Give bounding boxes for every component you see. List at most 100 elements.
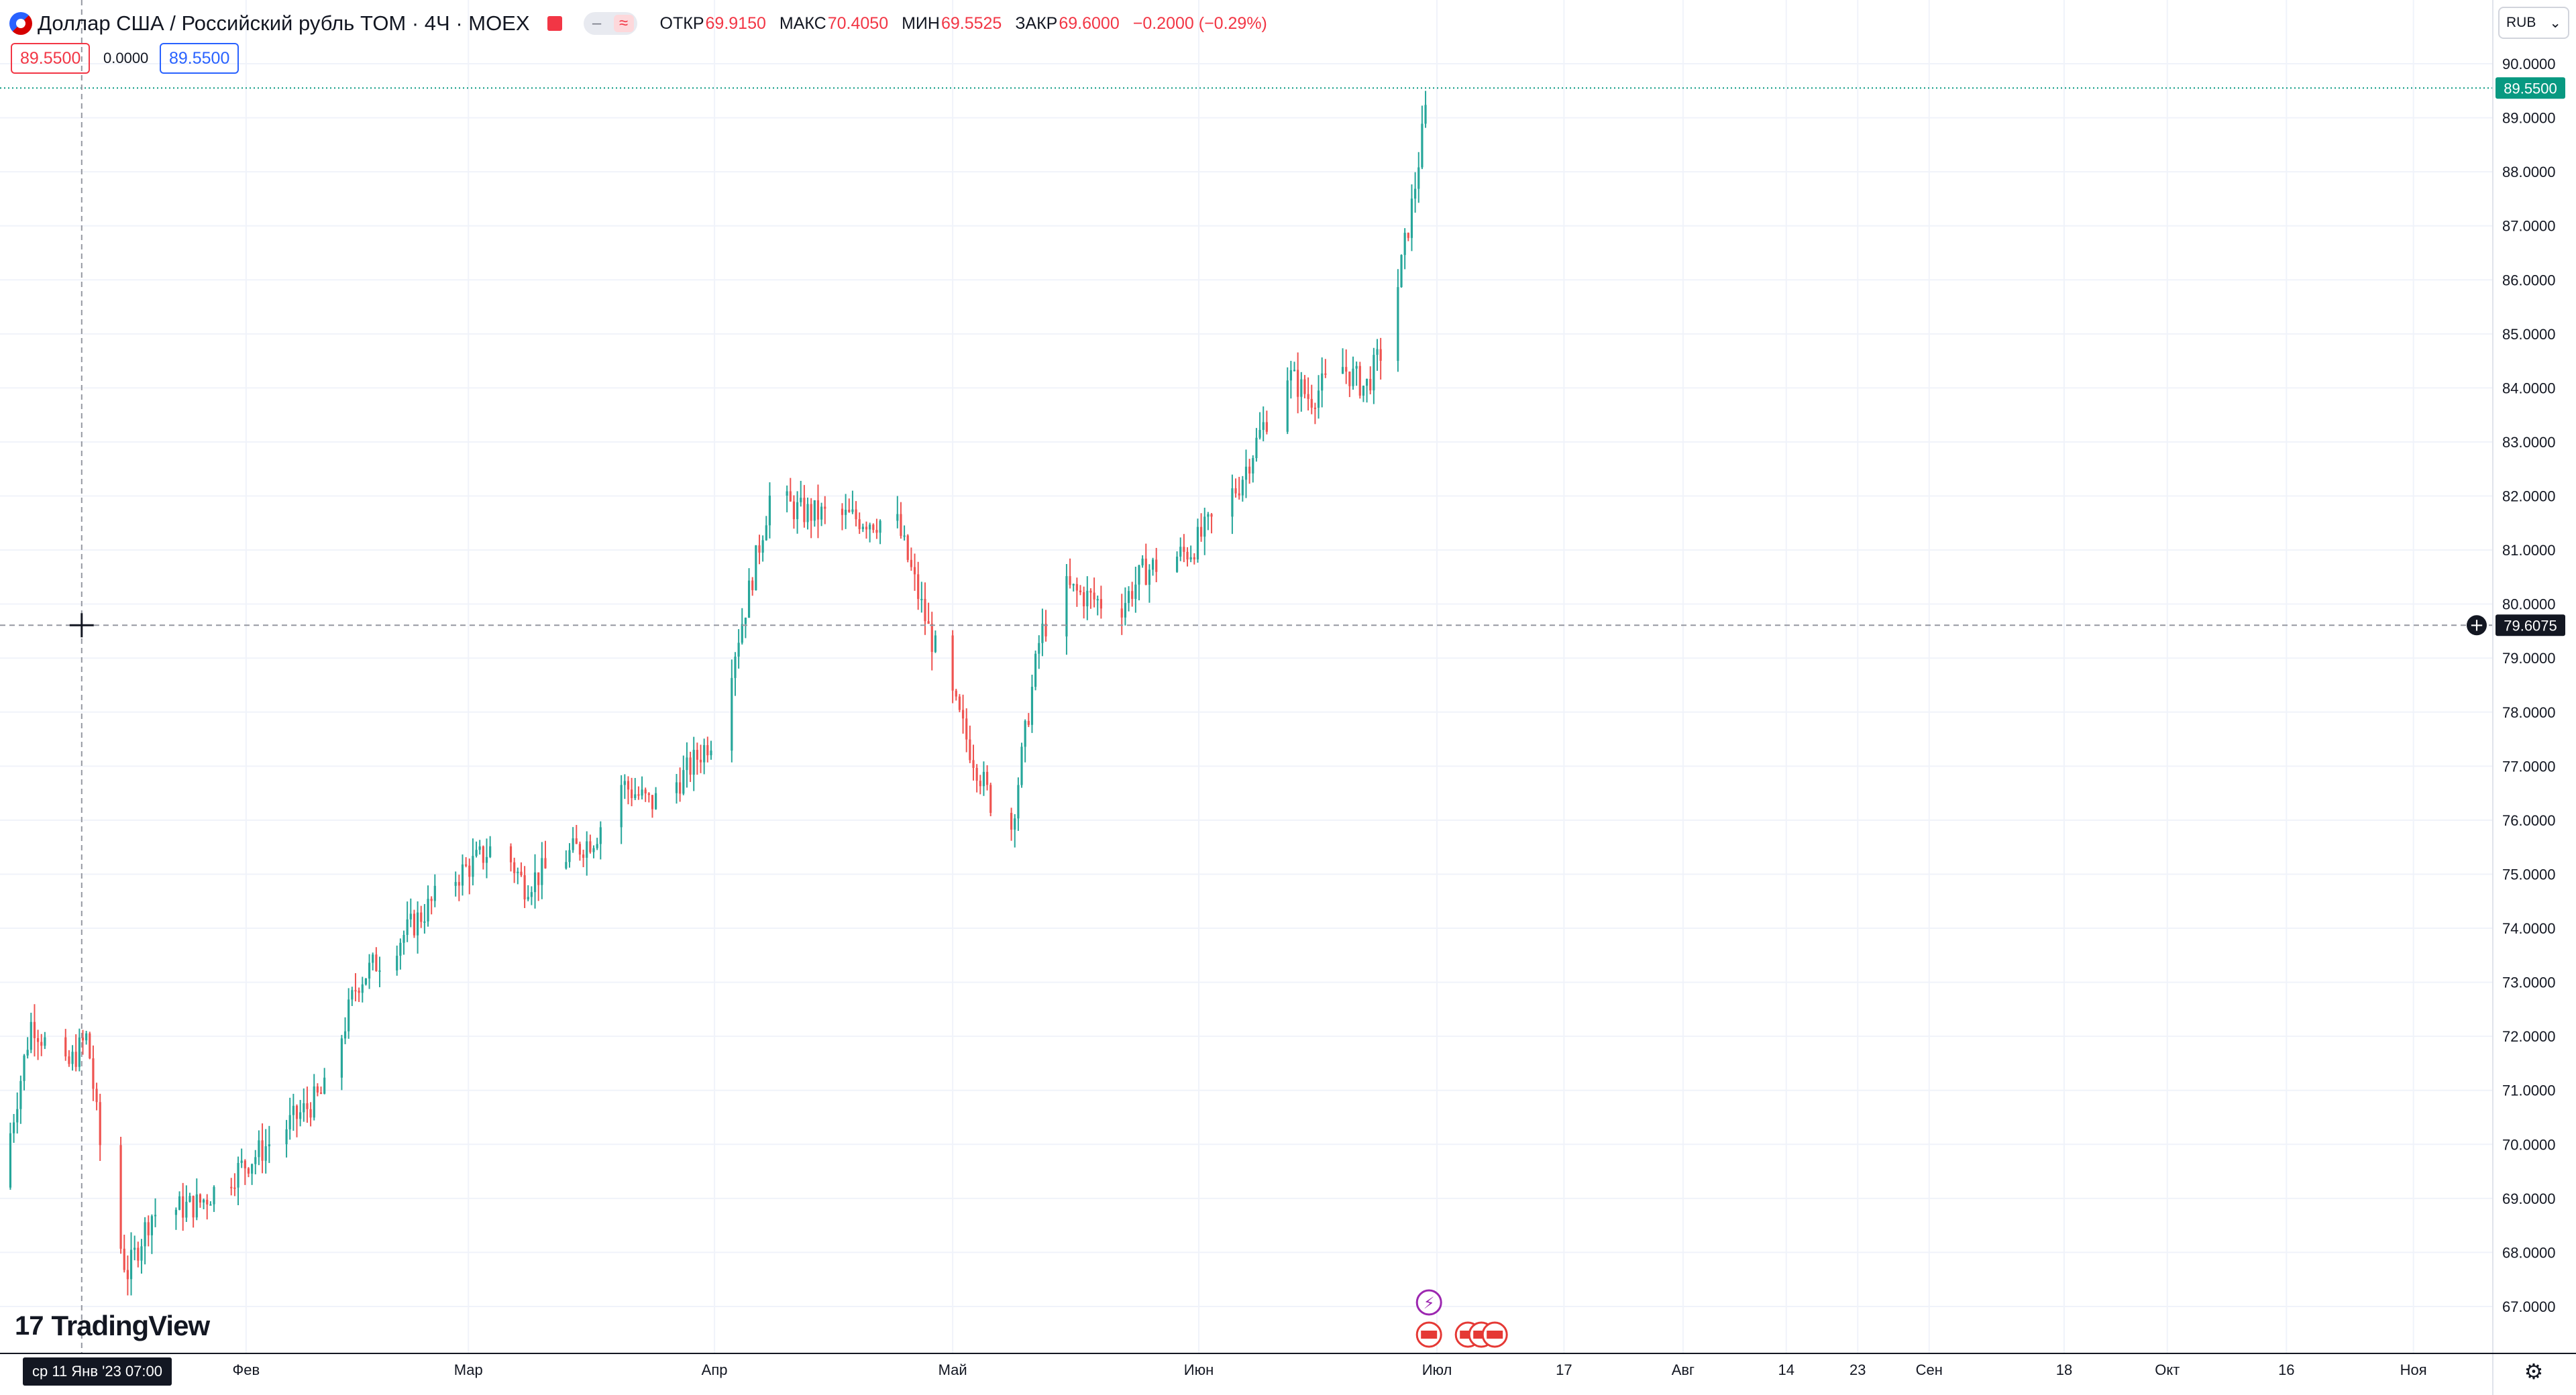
x-tick-label: Ноя bbox=[2400, 1361, 2427, 1378]
candle-body bbox=[841, 508, 844, 515]
candle-body bbox=[699, 759, 702, 763]
sell-button[interactable]: 89.5500 bbox=[11, 43, 91, 74]
lightning-event-glyph: ⚡ bbox=[1424, 1294, 1435, 1313]
candle-body bbox=[765, 525, 767, 541]
candle-body bbox=[647, 793, 650, 795]
gear-icon[interactable]: ⚙ bbox=[2524, 1359, 2544, 1384]
candle-body bbox=[679, 782, 682, 794]
y-tick-label: 80.0000 bbox=[2502, 596, 2556, 613]
candle-body bbox=[865, 526, 868, 530]
candle-body bbox=[16, 1109, 19, 1123]
candle-body bbox=[423, 921, 426, 923]
candle-body bbox=[806, 504, 809, 522]
candle-body bbox=[848, 510, 851, 512]
candle-body bbox=[368, 962, 371, 979]
candle-body bbox=[399, 942, 402, 956]
y-tick-label: 68.0000 bbox=[2502, 1244, 2556, 1261]
candle-body bbox=[347, 999, 350, 1031]
candle-body bbox=[644, 789, 647, 794]
dash-icon[interactable]: – bbox=[592, 14, 602, 32]
candle-body bbox=[961, 710, 965, 719]
candle-body bbox=[299, 1112, 302, 1119]
candle-body bbox=[1255, 437, 1258, 459]
candle-body bbox=[1321, 373, 1324, 391]
candle-body bbox=[1124, 603, 1126, 618]
candle-body bbox=[1148, 569, 1151, 585]
candle-body bbox=[969, 739, 971, 761]
candle-body bbox=[258, 1140, 260, 1158]
candle-body bbox=[824, 506, 826, 509]
candle-body bbox=[1079, 590, 1082, 593]
y-tick-label: 89.0000 bbox=[2502, 110, 2556, 127]
candle-body bbox=[513, 862, 516, 873]
candle-body bbox=[420, 912, 423, 922]
y-tick-label: 72.0000 bbox=[2502, 1028, 2556, 1045]
candle-body bbox=[913, 567, 916, 575]
indicator-toggle[interactable]: – ≈ bbox=[583, 12, 637, 35]
candle-body bbox=[202, 1199, 205, 1203]
candle-body bbox=[599, 827, 602, 844]
candle-body bbox=[9, 1133, 12, 1188]
candle-body bbox=[816, 500, 820, 520]
candle-body bbox=[306, 1103, 309, 1109]
candle-body bbox=[340, 1038, 343, 1078]
candle-body bbox=[351, 990, 354, 1000]
candle-body bbox=[1034, 653, 1037, 687]
candle-body bbox=[251, 1164, 254, 1174]
candle-body bbox=[233, 1187, 236, 1189]
candle-body bbox=[123, 1248, 125, 1270]
x-tick-label: Авг bbox=[1672, 1361, 1695, 1378]
candle-body bbox=[972, 760, 975, 768]
y-tick-label: 70.0000 bbox=[2502, 1136, 2556, 1153]
x-tick-label: 23 bbox=[1849, 1361, 1866, 1378]
symbol-title[interactable]: Доллар США / Российский рубль TOM · 4Ч ·… bbox=[38, 11, 530, 35]
candle-body bbox=[751, 580, 754, 590]
candle-body bbox=[1189, 557, 1192, 560]
us-flag-icon bbox=[1487, 1331, 1503, 1339]
candle-body bbox=[182, 1196, 184, 1218]
candle-body bbox=[81, 1037, 85, 1041]
tradingview-logo[interactable]: 17 TradingView bbox=[15, 1309, 210, 1343]
candle-body bbox=[1348, 372, 1351, 386]
candle-body bbox=[1183, 547, 1185, 552]
candle-body bbox=[1065, 576, 1068, 636]
candle-body bbox=[1200, 526, 1203, 537]
candle-body bbox=[354, 990, 357, 992]
candle-body bbox=[254, 1157, 257, 1164]
buy-button[interactable]: 89.5500 bbox=[160, 43, 239, 74]
candle-body bbox=[1089, 590, 1092, 593]
candle-body bbox=[858, 519, 861, 530]
candle-body bbox=[582, 854, 585, 858]
candle-body bbox=[930, 624, 933, 653]
tradingview-logo-icon: 17 bbox=[15, 1310, 44, 1341]
candle-body bbox=[1410, 199, 1413, 238]
candle-body bbox=[1293, 370, 1296, 372]
candle-body bbox=[527, 897, 529, 900]
candle-body bbox=[692, 750, 695, 775]
candle-body bbox=[965, 718, 968, 740]
candle-body bbox=[478, 846, 481, 850]
y-tick-label: 76.0000 bbox=[2502, 812, 2556, 829]
candle-body bbox=[1297, 370, 1299, 397]
candle-body bbox=[955, 690, 957, 697]
candle-body bbox=[710, 750, 712, 756]
candle-body bbox=[544, 858, 547, 869]
candle-body bbox=[696, 750, 698, 760]
market-status-icon bbox=[547, 16, 562, 31]
candle-body bbox=[920, 598, 923, 600]
currency-button[interactable]: RUB ⌄ bbox=[2498, 7, 2569, 39]
candle-body bbox=[872, 524, 875, 531]
sell-price[interactable]: 89.5500 bbox=[11, 43, 91, 74]
x-tick-label: 14 bbox=[1778, 1361, 1794, 1378]
candle-body bbox=[1096, 599, 1099, 601]
candle-body bbox=[174, 1209, 178, 1215]
candle-body bbox=[458, 882, 460, 886]
candle-body bbox=[119, 1145, 122, 1249]
candle-body bbox=[288, 1115, 291, 1129]
candle-body bbox=[896, 514, 899, 521]
buy-price[interactable]: 89.5500 bbox=[160, 43, 239, 74]
wave-icon[interactable]: ≈ bbox=[613, 14, 634, 32]
y-tick-label: 79.0000 bbox=[2502, 650, 2556, 667]
candle-body bbox=[861, 526, 864, 530]
